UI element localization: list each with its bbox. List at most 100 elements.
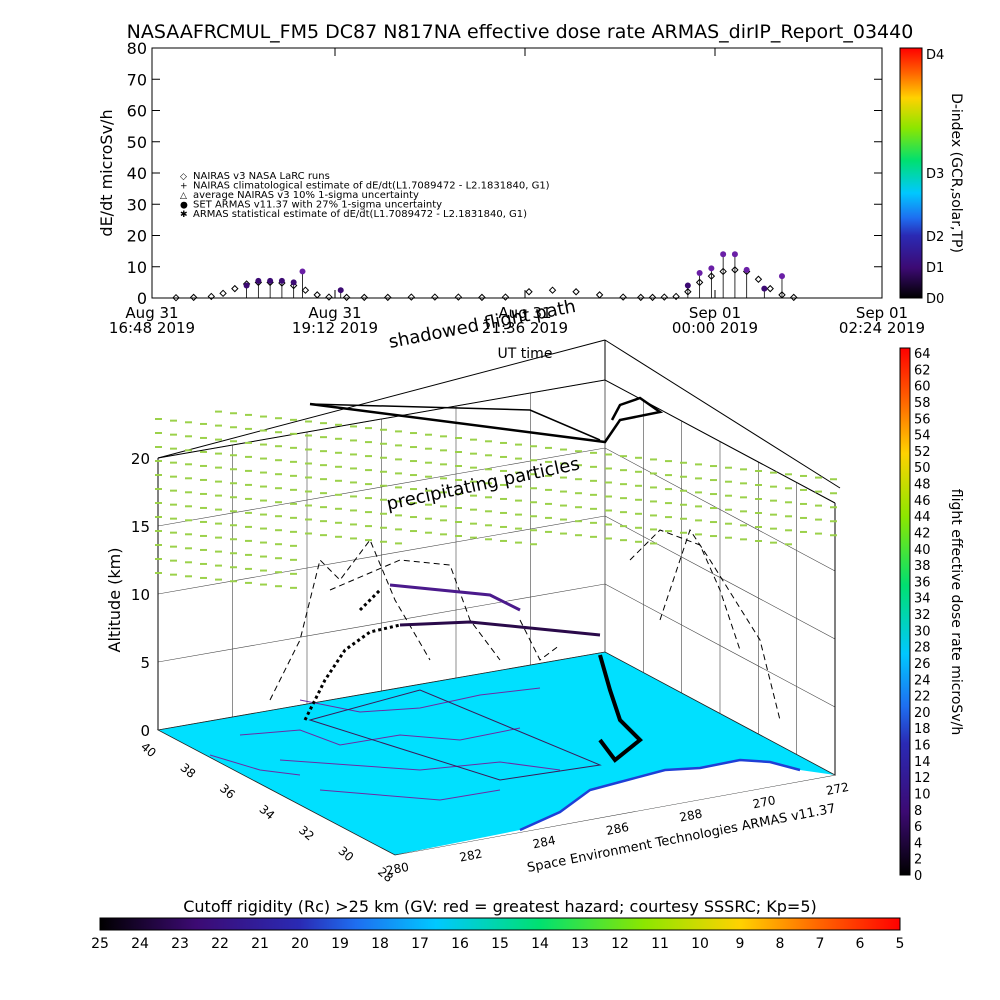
cutoff-rigidity-colorbar-group: Cutoff rigidity (Rc) >25 km (GV: red = g… <box>91 897 904 952</box>
state-boundary <box>209 754 301 776</box>
flight-path-climb <box>358 588 382 612</box>
dose-rate-tick-label: 50 <box>914 461 931 476</box>
nairas-point <box>231 284 239 293</box>
dose-rate-tick-label: 42 <box>914 526 931 541</box>
dose-rate-tick-label: 62 <box>914 363 931 378</box>
cutoff-tick-label: 18 <box>371 936 389 952</box>
x-tick-label-date: Sep 01 <box>856 304 908 322</box>
nairas-point <box>313 291 321 299</box>
altitude-axis-label: Altitude (km) <box>105 548 124 653</box>
x-tick-label-time: 16:48 2019 <box>109 319 195 337</box>
nairas-point <box>637 293 645 302</box>
longitude-tick-label: 288 <box>678 806 703 824</box>
nairas-point <box>219 289 227 298</box>
dose-rate-tick-label: 10 <box>914 787 931 802</box>
x-tick-label-time: 19:12 2019 <box>292 319 378 337</box>
dose-rate-tick-label: 26 <box>914 657 931 672</box>
longitude-tick-label: 286 <box>605 820 630 838</box>
timeseries-x-axis-label: UT time <box>498 346 553 362</box>
cutoff-tick-label: 6 <box>856 936 865 952</box>
curtain-line <box>269 539 431 701</box>
armas-point <box>696 270 703 276</box>
nairas-point <box>325 293 333 301</box>
nairas-point <box>478 293 486 302</box>
dose-rate-tick-label: 54 <box>914 429 931 444</box>
longitude-tick-label: 284 <box>532 833 557 851</box>
x-tick-label-time: 00:00 2019 <box>672 319 758 337</box>
altitude-ticks: 0 5 10 15 20 <box>131 450 150 740</box>
nairas-point <box>595 291 604 299</box>
state-boundary <box>239 727 521 746</box>
dose-rate-tick-label: 40 <box>914 543 931 558</box>
dose-rate-tick-label: 2 <box>914 853 922 868</box>
dose-rate-tick-label: 24 <box>914 673 931 688</box>
y-tick-label: 20 <box>127 227 147 246</box>
armas-point <box>778 273 785 280</box>
armas-point <box>299 268 306 275</box>
dose-rate-tick-label: 0 <box>914 869 922 884</box>
flight-path-top <box>309 403 601 441</box>
armas-point <box>243 282 250 289</box>
armas-point <box>337 287 344 294</box>
longitude-tick-label: 282 <box>458 846 483 864</box>
dose-rate-tick-label: 16 <box>914 739 931 754</box>
legend-entry: average NAIRAS v3 10% 1-sigma uncertaint… <box>193 190 419 201</box>
timeseries-y-ticks: 0 10 20 30 40 50 60 70 80 <box>127 39 882 308</box>
cutoff-tick-label: 13 <box>571 936 589 952</box>
dose-rate-tick-label: 30 <box>914 624 931 639</box>
latitude-tick-label: 30 <box>336 844 357 865</box>
flight-path-high <box>389 583 521 612</box>
cutoff-tick-label: 10 <box>691 936 709 952</box>
dose-rate-colorbar <box>899 347 911 876</box>
flight-path-top <box>309 396 664 444</box>
cutoff-tick-label: 16 <box>451 936 469 952</box>
armas-point <box>761 285 768 292</box>
longitude-tick-label: 270 <box>752 793 777 811</box>
longitude-tick-label: 272 <box>825 780 850 798</box>
nairas-point <box>189 293 198 302</box>
y-tick-label: 80 <box>127 39 147 58</box>
dose-rate-tick-label: 14 <box>914 755 931 770</box>
latitude-tick-label: 36 <box>217 781 238 802</box>
dose-rate-colorbar-label: flight effective dose rate microSv/h <box>948 489 964 735</box>
legend-entry: NAIRAS climatological estimate of dE/dt(… <box>193 181 550 192</box>
timeseries-legend: ◇ NAIRAS v3 NASA LaRC runs + NAIRAS climato… <box>180 171 550 220</box>
legend-symbol: ◇ <box>180 172 187 182</box>
timeseries-y-axis-label: dE/dt microSv/h <box>97 109 116 236</box>
altitude-tick-label: 10 <box>131 586 150 604</box>
altitude-tick-label: 20 <box>131 450 150 468</box>
nairas-point <box>431 293 439 301</box>
armas-point <box>743 266 750 273</box>
d-index-colorbar-label: D-index (GCR,solar,TP) <box>948 93 964 253</box>
cutoff-tick-label: 11 <box>651 936 669 952</box>
dose-rate-tick-label: 22 <box>914 690 931 705</box>
cutoff-tick-label: 17 <box>411 936 429 952</box>
latitude-tick-label: 38 <box>178 760 199 781</box>
d-index-tick-label: D2 <box>926 230 944 245</box>
cutoff-rigidity-label: Cutoff rigidity (Rc) >25 km (GV: red = g… <box>183 897 817 916</box>
armas-point <box>720 251 727 258</box>
curtain-line <box>629 529 741 651</box>
nairas-point <box>790 293 798 302</box>
dose-rate-tick-label: 6 <box>914 820 922 835</box>
dose-rate-tick-label: 60 <box>914 380 931 395</box>
dose-rate-tick-label: 48 <box>914 478 931 493</box>
cutoff-tick-label: 7 <box>816 936 825 952</box>
dose-rate-tick-label: 52 <box>914 445 931 460</box>
box-edge <box>157 339 606 459</box>
nairas-point <box>172 293 180 302</box>
d-index-tick-label: D4 <box>926 48 944 63</box>
cutoff-tick-label: 9 <box>736 936 745 952</box>
armas-point <box>278 277 285 284</box>
legend-entry: NAIRAS v3 NASA LaRC runs <box>193 171 330 182</box>
flight-path-3d <box>303 396 664 763</box>
box-edge <box>604 339 841 489</box>
cutoff-tick-label: 23 <box>171 936 189 952</box>
d-index-colorbar-ticks: D0 D1 D2 D3 D4 <box>926 48 944 307</box>
nairas-point <box>454 293 463 301</box>
longitude-tick-label: 280 <box>385 860 410 878</box>
nairas-point <box>525 288 533 296</box>
nairas-point <box>342 293 351 302</box>
